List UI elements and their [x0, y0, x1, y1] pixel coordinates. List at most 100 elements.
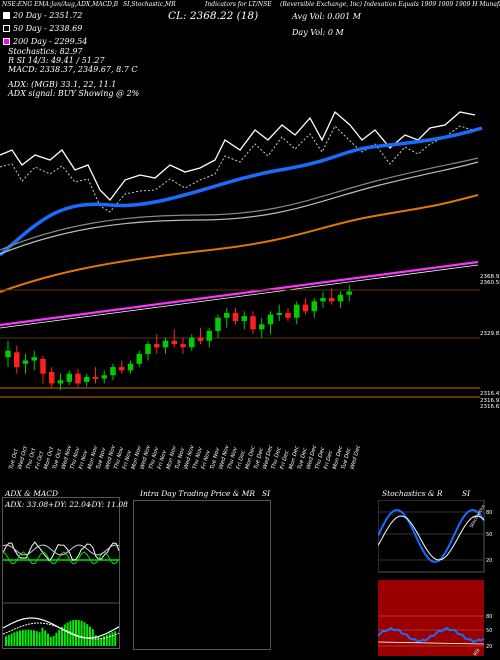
macd-histogram-bar — [21, 629, 24, 646]
candle-body — [329, 298, 335, 302]
legend-swatch — [3, 38, 10, 45]
macd-histogram-bar — [7, 634, 10, 646]
macd-histogram-bar — [35, 631, 38, 646]
macd-histogram-bar — [108, 633, 111, 646]
candle-body — [180, 344, 186, 348]
minus-di-line — [3, 544, 119, 556]
header-codes: NSE:ENG EMA:Jan/Aug,ADX,MACD,B — [2, 1, 119, 8]
dim-value: -DY: 11.08 — [89, 500, 128, 509]
candle-body — [66, 373, 72, 382]
stoch-panel-title: Stochastics & R — [382, 489, 443, 498]
legend-20day: 20 Day - 2351.72 — [3, 11, 82, 20]
macd-histogram-bar — [44, 630, 47, 646]
macd-histogram-bar — [114, 631, 117, 646]
candle-body — [197, 337, 204, 341]
legend-200day: 200 Day - 2299.54 — [3, 37, 87, 46]
candle-body — [40, 358, 46, 374]
plus-di-line — [3, 551, 119, 565]
rsi-line — [378, 626, 485, 644]
candle-body — [276, 312, 282, 315]
candle-body — [101, 375, 107, 379]
candle-body — [259, 324, 265, 330]
info-stochastics: Stochastics: 82.97 — [8, 47, 83, 56]
candle-body — [189, 337, 195, 348]
candle-body — [22, 360, 29, 364]
adx-line — [3, 541, 119, 562]
legend-label: 20 Day - 2351.72 — [13, 11, 83, 20]
stoch-si-label: SI — [462, 489, 471, 498]
price-axis-label: 2360.55 — [480, 280, 500, 286]
macd-histogram-bar — [13, 632, 16, 646]
legend-swatch — [3, 12, 10, 19]
candle-body — [285, 312, 291, 318]
candle-body — [267, 314, 274, 325]
candle-body — [145, 344, 151, 354]
rsi-tag: RSI — [473, 648, 482, 657]
adx-macd-chart — [3, 541, 119, 646]
adx-macd-panel: ADX: 33.08 +DY: 22.04 -DY: 11.08 — [2, 497, 128, 649]
candle-body — [311, 301, 317, 312]
avg-vol: Avg Vol: 0.001 M — [292, 12, 361, 21]
macd-signal-line — [3, 622, 119, 640]
macd-histogram-bar — [111, 632, 114, 646]
macd-histogram-bar — [89, 626, 91, 646]
macd-histogram-bar — [100, 637, 103, 646]
candle-body — [110, 367, 116, 376]
macd-histogram-bar — [77, 620, 80, 646]
candle-body — [302, 304, 309, 312]
main-price-chart: 2368.912360.55 2329.82 2316.452316.922316.… — [0, 110, 500, 470]
intraday-panel — [133, 500, 271, 650]
macd-histogram-bar — [33, 630, 35, 646]
info-rsi: R SI 14/3: 49.41 / 51.27 — [8, 56, 105, 65]
candle-body — [75, 373, 81, 384]
price-axis-label: 2316.63 — [480, 404, 500, 410]
stoch-tick-label: 20 — [486, 558, 492, 564]
candle-body — [14, 352, 20, 368]
stoch-k-line — [378, 508, 485, 563]
macd-histogram-bar — [75, 619, 77, 646]
stoch-tick-label: 50 — [486, 532, 492, 538]
macd-histogram-bar — [30, 629, 33, 646]
ma50-line — [0, 126, 483, 257]
intraday-si-label: SI — [262, 489, 271, 498]
candle-body — [136, 353, 142, 364]
header-studies: SI,Stochastic,MR — [123, 1, 176, 8]
macd-histogram-bar — [86, 624, 89, 646]
candle-body — [320, 298, 326, 302]
candle-body — [119, 367, 125, 371]
macd-histogram-bar — [52, 635, 55, 646]
macd-histogram-bar — [63, 624, 66, 646]
ma200-line — [0, 260, 479, 327]
macd-histogram-bar — [49, 636, 52, 646]
macd-histogram-bar — [105, 634, 108, 646]
candle-body — [92, 376, 99, 379]
ma-grey-line — [0, 157, 479, 251]
info-macd: MACD: 2338.37, 2349.67, 8.7 C — [8, 65, 138, 74]
legend-label: 200 Day - 2299.54 — [13, 37, 88, 46]
candle-body — [250, 316, 256, 330]
macd-histogram-bar — [16, 631, 19, 646]
macd-histogram-bar — [66, 622, 69, 646]
candle-body — [232, 312, 239, 322]
dip-value: +DY: 22.04 — [48, 500, 91, 509]
macd-histogram-bar — [55, 632, 58, 646]
ma200-band-line — [0, 264, 479, 329]
info-adx-signal: ADX signal: BUY Showing @ 2% — [8, 89, 140, 98]
price-axis-label: 2316.92 — [480, 398, 500, 404]
rsi-tick-label: 20 — [486, 644, 492, 650]
ma20-line — [0, 125, 476, 213]
candle-body — [127, 363, 134, 371]
price-axis-label: 2316.45 — [480, 391, 500, 397]
macd-histogram-bar — [58, 629, 61, 646]
macd-histogram-bar — [94, 635, 97, 646]
legend-label: 50 Day - 2338.69 — [13, 24, 83, 33]
macd-histogram-bar — [61, 626, 63, 646]
stochastics-rsi-panel: 80 50 20 80 50 20 Stochastics RSI — [378, 500, 496, 658]
candle-body — [224, 312, 230, 318]
macd-histogram-bar — [27, 629, 30, 646]
header-mid: Indicators for LT/NSE — [205, 1, 272, 8]
rsi-tick-label: 80 — [486, 614, 492, 620]
macd-histogram-bar — [80, 620, 83, 646]
candle-body — [57, 380, 64, 384]
